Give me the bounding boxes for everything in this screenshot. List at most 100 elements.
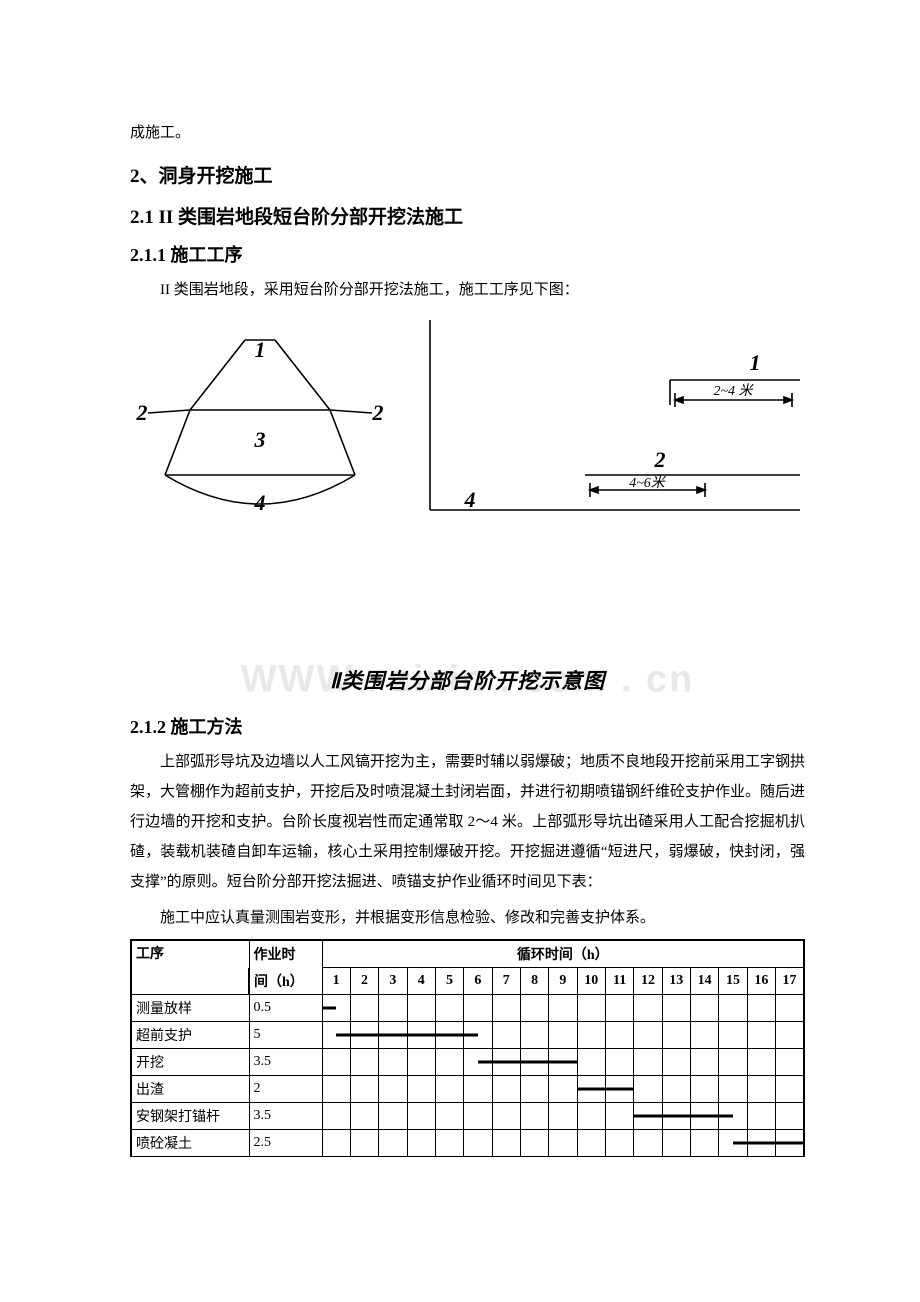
diagram-caption: WWW . zixin . com . cn Ⅱ类围岩分部台阶开挖示意图 (130, 665, 805, 695)
gantt-bar (606, 1088, 633, 1091)
gantt-cell (464, 1103, 492, 1130)
th-col: 8 (520, 968, 548, 995)
gantt-bar (634, 1115, 661, 1118)
task-cell: 超前支护 (131, 1022, 249, 1049)
gantt-cell (492, 995, 520, 1022)
gantt-cell (662, 995, 690, 1022)
gantt-cell (747, 995, 775, 1022)
th-task: 工序 (136, 947, 164, 962)
gantt-cell (520, 1130, 548, 1157)
gantt-bar (691, 1115, 718, 1118)
gantt-cell (520, 995, 548, 1022)
dur-cell: 2.5 (249, 1130, 322, 1157)
side-num-1: 1 (750, 350, 761, 375)
gantt-cell (379, 1049, 407, 1076)
excavation-diagram: 1 2 3 2 4 (130, 315, 805, 665)
gantt-cell (549, 1022, 577, 1049)
gantt-cell (492, 1130, 520, 1157)
gantt-cell (350, 1103, 378, 1130)
gantt-cell (719, 1103, 747, 1130)
th-cycle: 循环时间（h） (517, 948, 609, 963)
gantt-cell (520, 1049, 548, 1076)
gantt-cell (464, 1130, 492, 1157)
paragraph-procedure: II 类围岩地段，采用短台阶分部开挖法施工，施工工序见下图： (130, 275, 805, 305)
heading-2-1: 2.1 II 类围岩地段短台阶分部开挖法施工 (130, 202, 805, 229)
gantt-cell (634, 995, 662, 1022)
task-cell: 开挖 (131, 1049, 249, 1076)
gantt-cell (407, 1130, 435, 1157)
task-cell: 测量放样 (131, 995, 249, 1022)
gantt-cell (549, 1076, 577, 1103)
cross-num-1: 1 (255, 337, 266, 362)
gantt-cell (662, 1076, 690, 1103)
gantt-cell (492, 1049, 520, 1076)
gantt-cell (549, 1130, 577, 1157)
gantt-cell (407, 1022, 435, 1049)
gantt-bar (408, 1034, 435, 1037)
gantt-cell (379, 1103, 407, 1130)
th-col: 12 (634, 968, 662, 995)
gantt-cell (690, 1022, 718, 1049)
gantt-cell (776, 1103, 805, 1130)
gantt-bar (748, 1142, 775, 1145)
gantt-cell (634, 1049, 662, 1076)
gantt-cell (492, 1022, 520, 1049)
gantt-cell (577, 1049, 605, 1076)
gantt-cell (634, 1076, 662, 1103)
caption-text: Ⅱ类围岩分部台阶开挖示意图 (330, 669, 605, 693)
gantt-cell (379, 1130, 407, 1157)
gantt-cell (747, 1022, 775, 1049)
gantt-cell (520, 1022, 548, 1049)
gantt-cell (350, 1130, 378, 1157)
gantt-cell (719, 1076, 747, 1103)
side-dim-2: 4~6米 (629, 475, 667, 491)
th-col: 16 (747, 968, 775, 995)
gantt-cell (634, 1103, 662, 1130)
gantt-cell (634, 1130, 662, 1157)
gantt-cell (322, 995, 350, 1022)
gantt-cell (605, 1049, 633, 1076)
gantt-cell (690, 1130, 718, 1157)
gantt-cell (435, 1076, 463, 1103)
gantt-bar (776, 1142, 803, 1145)
gantt-bar (436, 1034, 463, 1037)
gantt-cell (350, 1022, 378, 1049)
gantt-cell (435, 995, 463, 1022)
gantt-cell (662, 1103, 690, 1130)
heading-2-1-2: 2.1.2 施工方法 (130, 713, 805, 739)
gantt-cell (577, 1103, 605, 1130)
gantt-cell (464, 1049, 492, 1076)
gantt-cell (719, 1130, 747, 1157)
paragraph-note: 施工中应认真量测围岩变形，并根据变形信息检验、修改和完善支护体系。 (130, 903, 805, 933)
gantt-cell (747, 1130, 775, 1157)
gantt-cell (662, 1049, 690, 1076)
gantt-bar (379, 1034, 406, 1037)
gantt-cell (379, 1022, 407, 1049)
gantt-cell (350, 1076, 378, 1103)
gantt-bar (493, 1061, 520, 1064)
task-cell: 喷砼凝土 (131, 1130, 249, 1157)
gantt-cell (605, 1130, 633, 1157)
task-cell: 出渣 (131, 1076, 249, 1103)
th-col: 11 (605, 968, 633, 995)
gantt-cell (520, 1103, 548, 1130)
cycle-time-table: 工序 作业时 循环时间（h） 间（h） 12345678910111213141… (130, 939, 805, 1157)
th-col: 6 (464, 968, 492, 995)
gantt-bar (719, 1115, 733, 1118)
gantt-cell (605, 1022, 633, 1049)
diagram-svg: 1 2 3 2 4 (130, 315, 805, 575)
dur-cell: 0.5 (249, 995, 322, 1022)
gantt-cell (690, 1076, 718, 1103)
gantt-cell (719, 1022, 747, 1049)
gantt-bar (733, 1142, 747, 1145)
gantt-cell (549, 1049, 577, 1076)
gantt-cell (577, 995, 605, 1022)
gantt-bar (336, 1034, 350, 1037)
gantt-cell (577, 1076, 605, 1103)
gantt-bar (464, 1034, 478, 1037)
dur-cell: 3.5 (249, 1049, 322, 1076)
gantt-cell (719, 1049, 747, 1076)
gantt-cell (322, 1103, 350, 1130)
gantt-cell (435, 1022, 463, 1049)
gantt-cell (322, 1130, 350, 1157)
